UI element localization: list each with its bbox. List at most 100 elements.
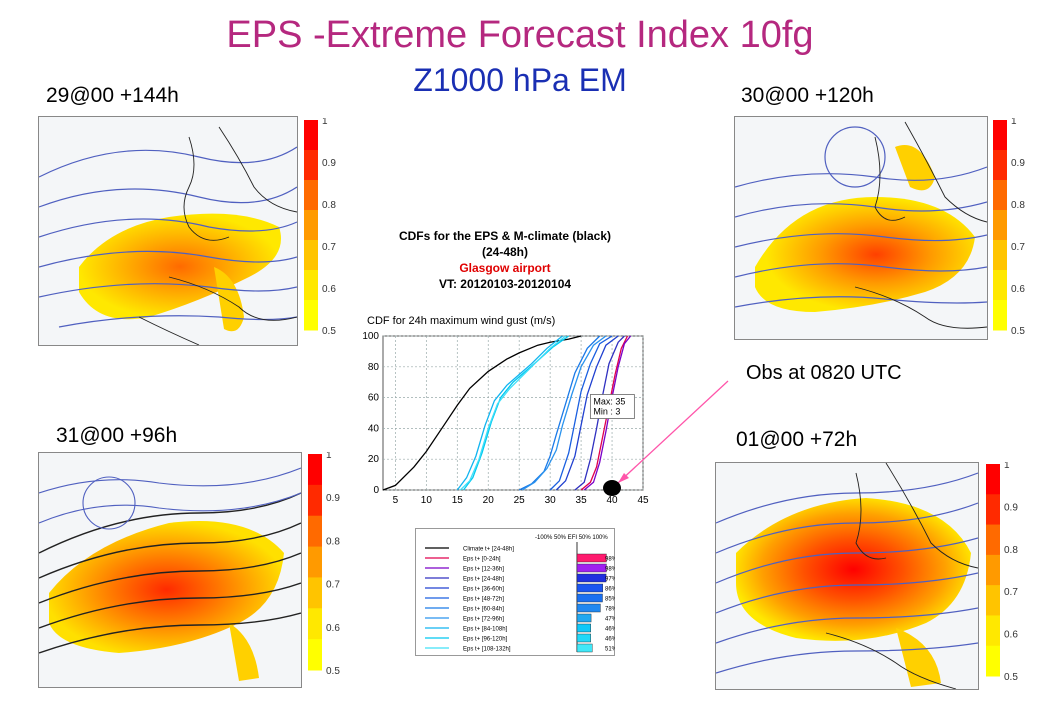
colorbar-tick: 0.9 (326, 493, 340, 504)
colorbar-segment (308, 639, 322, 671)
cdf-series-line (382, 335, 582, 491)
efi-bar-label: 46% (605, 627, 615, 633)
efi-legend-label: Eps t+ [48-72h] (463, 597, 504, 603)
efi-map-2 (734, 116, 988, 340)
colorbar-segment (993, 240, 1007, 271)
cdf-xtick: 25 (514, 495, 526, 506)
cdf-annotation-text: Min : 3 (593, 407, 620, 417)
colorbar-tick: 0.8 (1011, 200, 1025, 211)
efi-axis-label: -100% 50% EFI 50% 100% (535, 535, 608, 541)
colorbar-2: 1 0.9 0.8 0.7 0.6 0.5 (991, 116, 1031, 343)
colorbar-segment (993, 120, 1007, 151)
efi-map-3 (38, 452, 302, 688)
cdf-header: CDFs for the EPS & M-climate (black) (24… (330, 228, 680, 292)
efi-bar-label: 98% (605, 567, 615, 573)
cdf-header-line1: CDFs for the EPS & M-climate (black) (398, 229, 612, 243)
efi-legend-label: Eps t+ [60-84h] (463, 607, 504, 613)
efi-bar (576, 553, 607, 563)
colorbar-3: 1 0.9 0.8 0.7 0.6 0.5 (306, 450, 346, 683)
colorbar-tick: 0.6 (322, 284, 336, 295)
cdf-ytick: 40 (368, 423, 380, 434)
obs-marker (603, 480, 621, 496)
cdf-series-line (555, 335, 619, 491)
colorbar-tick: 0.7 (1004, 587, 1018, 598)
cdf-chart-title: CDF for 24h maximum wind gust (m/s) (367, 315, 555, 327)
efi-bar (576, 563, 607, 573)
colorbar-segment (304, 180, 318, 211)
efi-legend-chart: -100% 50% EFI 50% 100% Climate t+ [24-48h… (415, 528, 618, 661)
colorbar-tick: 0.9 (322, 158, 336, 169)
cdf-series-line (521, 335, 607, 491)
colorbar-tick: 0.8 (1004, 545, 1018, 556)
cdf-series-line (549, 335, 613, 491)
colorbar-1: 1 0.9 0.8 0.7 0.6 0.5 (302, 116, 342, 343)
panel-label-3: 31@00 +96h (56, 424, 178, 447)
colorbar-segment (993, 150, 1007, 181)
cdf-xtick: 5 (393, 495, 399, 506)
cdf-series-line (518, 335, 601, 491)
colorbar-tick: 0.5 (322, 326, 336, 337)
colorbar-segment (986, 645, 1000, 677)
cdf-series-line (580, 335, 629, 491)
colorbar-segment (308, 515, 322, 548)
colorbar-segment (304, 210, 318, 241)
efi-bar (576, 573, 607, 583)
colorbar-tick: 0.9 (1004, 502, 1018, 513)
cdf-xtick: 10 (421, 495, 433, 506)
efi-bar-label: 51% (605, 647, 615, 653)
colorbar-tick: 0.6 (1004, 630, 1018, 641)
efi-bar (576, 633, 592, 643)
efi-legend-label: Eps t+ [72-96h] (463, 617, 504, 623)
panel-label-2: 30@00 +120h (741, 84, 874, 107)
colorbar-segment (986, 524, 1000, 556)
colorbar-tick: 0.7 (1011, 242, 1025, 253)
colorbar-segment (986, 464, 1000, 495)
colorbar-tick: 0.6 (1011, 284, 1025, 295)
colorbar-segment (308, 608, 322, 640)
colorbar-tick: 1 (322, 118, 328, 127)
colorbar-segment (993, 180, 1007, 211)
efi-legend-label: Climate t+ [24-48h] (463, 547, 514, 553)
colorbar-segment (986, 494, 1000, 526)
cdf-xtick: 15 (452, 495, 464, 506)
colorbar-tick: 0.7 (326, 580, 340, 591)
cdf-xtick: 40 (606, 495, 618, 506)
page-title: EPS -Extreme Forecast Index 10fg (226, 14, 814, 56)
colorbar-segment (304, 240, 318, 271)
efi-legend-label: Eps t+ [96-120h] (463, 637, 508, 643)
colorbar-tick: 0.5 (1004, 672, 1018, 683)
efi-bar-label: 78% (605, 607, 615, 613)
cdf-header-location: Glasgow airport (459, 261, 551, 275)
cdf-ytick: 20 (368, 454, 380, 465)
cdf-series-line (456, 335, 563, 491)
page-subtitle: Z1000 hPa EM (413, 62, 627, 98)
colorbar-tick: 1 (1004, 462, 1010, 471)
cdf-annotation-box (589, 394, 635, 419)
efi-bar (576, 643, 593, 653)
colorbar-segment (304, 300, 318, 331)
colorbar-segment (986, 585, 1000, 616)
efi-legend-label: Eps t+ [36-60h] (463, 587, 504, 593)
colorbar-segment (304, 270, 318, 301)
colorbar-segment (304, 120, 318, 151)
colorbar-tick: 1 (326, 452, 332, 461)
colorbar-segment (308, 546, 322, 578)
obs-annotation: Obs at 0820 UTC (746, 362, 902, 384)
obs-arrow (617, 380, 729, 484)
cdf-xtick: 45 (637, 495, 649, 506)
efi-legend-label: Eps t+ [84-108h] (463, 627, 508, 633)
colorbar-tick: 0.7 (322, 242, 336, 253)
colorbar-segment (986, 615, 1000, 647)
efi-legend-label: Eps t+ [0-24h] (463, 557, 501, 563)
efi-legend-label: Eps t+ [12-36h] (463, 567, 504, 573)
efi-map-1 (38, 116, 298, 346)
efi-bar (576, 583, 603, 593)
efi-bar (576, 593, 603, 603)
colorbar-segment (993, 210, 1007, 241)
cdf-chart: CDF for 24h maximum wind gust (m/s) 5 10 15… (345, 310, 650, 520)
colorbar-tick: 0.5 (1011, 326, 1025, 337)
efi-bar-label: 98% (605, 557, 615, 563)
colorbar-tick: 0.9 (1011, 158, 1025, 169)
cdf-xtick: 35 (576, 495, 588, 506)
colorbar-tick: 0.6 (326, 623, 340, 634)
